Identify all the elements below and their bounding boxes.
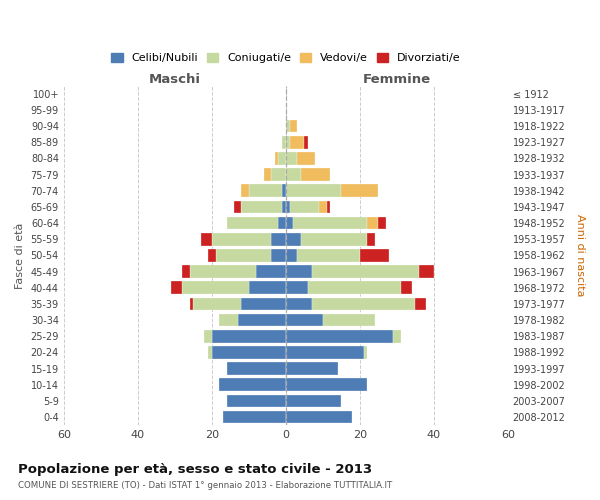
Bar <box>312 298 415 310</box>
Bar <box>271 233 286 245</box>
Bar <box>326 200 330 213</box>
Bar <box>341 184 379 197</box>
Bar <box>227 362 286 375</box>
Bar <box>290 136 304 148</box>
Bar <box>286 411 352 424</box>
Bar <box>286 378 367 391</box>
Bar <box>201 233 212 245</box>
Bar <box>212 346 286 358</box>
Bar <box>312 266 419 278</box>
Bar <box>171 282 182 294</box>
Bar <box>219 314 238 326</box>
Bar <box>286 200 290 213</box>
Bar <box>190 266 256 278</box>
Bar <box>286 298 312 310</box>
Bar <box>286 346 364 358</box>
Bar <box>367 217 379 230</box>
Bar <box>286 136 290 148</box>
Bar <box>275 152 278 164</box>
Bar <box>323 314 374 326</box>
Bar <box>364 346 367 358</box>
Bar <box>286 152 297 164</box>
Bar <box>278 152 286 164</box>
Text: Femmine: Femmine <box>363 74 431 86</box>
Bar <box>286 394 341 407</box>
Bar <box>249 184 282 197</box>
Bar <box>208 346 212 358</box>
Bar <box>212 330 286 342</box>
Bar <box>282 200 286 213</box>
Bar <box>286 249 297 262</box>
Bar <box>238 314 286 326</box>
Text: COMUNE DI SESTRIERE (TO) - Dati ISTAT 1° gennaio 2013 - Elaborazione TUTTITALIA.: COMUNE DI SESTRIERE (TO) - Dati ISTAT 1°… <box>18 481 392 490</box>
Text: Maschi: Maschi <box>149 74 201 86</box>
Bar <box>219 378 286 391</box>
Bar <box>190 298 193 310</box>
Bar <box>308 282 401 294</box>
Bar <box>241 200 282 213</box>
Bar <box>193 298 241 310</box>
Bar <box>256 266 286 278</box>
Bar <box>205 330 212 342</box>
Bar <box>393 330 401 342</box>
Bar <box>249 282 286 294</box>
Bar <box>286 120 290 132</box>
Bar <box>286 266 312 278</box>
Bar <box>271 168 286 181</box>
Bar <box>208 249 215 262</box>
Bar <box>297 249 360 262</box>
Bar <box>215 249 271 262</box>
Bar <box>223 411 286 424</box>
Bar <box>282 184 286 197</box>
Bar <box>182 282 249 294</box>
Bar <box>278 217 286 230</box>
Bar <box>415 298 427 310</box>
Bar <box>263 168 271 181</box>
Bar <box>234 200 241 213</box>
Bar <box>227 217 278 230</box>
Bar <box>301 233 367 245</box>
Bar <box>367 233 374 245</box>
Y-axis label: Anni di nascita: Anni di nascita <box>575 214 585 296</box>
Bar <box>286 330 393 342</box>
Bar <box>286 184 341 197</box>
Bar <box>241 298 286 310</box>
Legend: Celibi/Nubili, Coniugati/e, Vedovi/e, Divorziati/e: Celibi/Nubili, Coniugati/e, Vedovi/e, Di… <box>109 50 463 66</box>
Bar <box>401 282 412 294</box>
Bar <box>290 200 319 213</box>
Bar <box>304 136 308 148</box>
Bar <box>360 249 389 262</box>
Bar <box>212 233 271 245</box>
Bar <box>227 394 286 407</box>
Bar <box>286 168 301 181</box>
Bar <box>286 282 308 294</box>
Bar <box>297 152 316 164</box>
Bar <box>241 184 249 197</box>
Y-axis label: Fasce di età: Fasce di età <box>15 222 25 288</box>
Bar <box>379 217 386 230</box>
Bar <box>319 200 326 213</box>
Text: Popolazione per età, sesso e stato civile - 2013: Popolazione per età, sesso e stato civil… <box>18 462 372 475</box>
Bar <box>293 217 367 230</box>
Bar <box>286 233 301 245</box>
Bar <box>286 217 293 230</box>
Bar <box>271 249 286 262</box>
Bar <box>419 266 434 278</box>
Bar <box>286 362 338 375</box>
Bar <box>301 168 330 181</box>
Bar <box>290 120 297 132</box>
Bar <box>182 266 190 278</box>
Bar <box>286 314 323 326</box>
Bar <box>282 136 286 148</box>
